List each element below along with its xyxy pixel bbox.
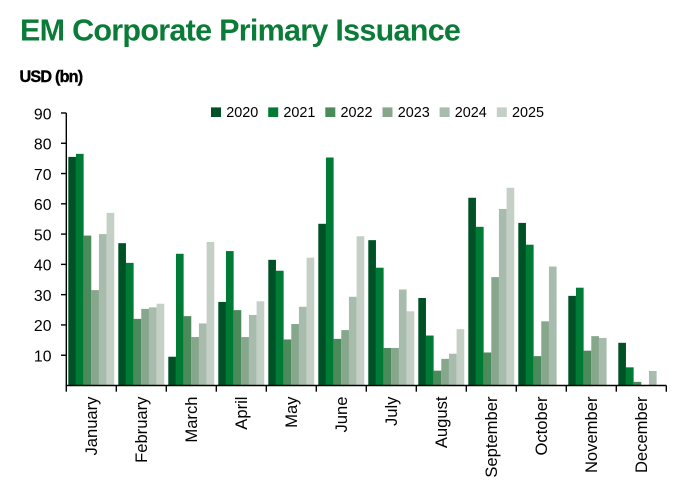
svg-text:December: December [632, 396, 651, 473]
svg-text:June: June [332, 397, 351, 433]
svg-text:September: September [482, 396, 501, 478]
svg-text:July: July [382, 396, 401, 426]
svg-text:October: October [532, 396, 551, 456]
svg-text:40: 40 [34, 258, 52, 275]
svg-text:January: January [82, 396, 101, 456]
svg-text:2023: 2023 [398, 105, 430, 121]
svg-text:50: 50 [34, 227, 52, 244]
svg-text:2022: 2022 [341, 105, 373, 121]
svg-text:20: 20 [34, 318, 52, 335]
svg-text:90: 90 [34, 106, 52, 123]
svg-text:EM Corporate Primary Issuance: EM Corporate Primary Issuance [20, 13, 460, 47]
svg-text:70: 70 [34, 167, 52, 184]
svg-text:80: 80 [34, 137, 52, 154]
svg-text:April: April [232, 397, 251, 430]
svg-text:60: 60 [34, 197, 52, 214]
svg-text:November: November [582, 396, 601, 473]
svg-text:March: March [182, 397, 201, 443]
svg-text:2020: 2020 [226, 105, 258, 121]
svg-text:August: August [432, 396, 451, 448]
svg-text:2021: 2021 [283, 105, 315, 121]
svg-text:2025: 2025 [512, 105, 544, 121]
svg-text:30: 30 [34, 288, 52, 305]
svg-text:10: 10 [34, 349, 52, 366]
svg-text:May: May [282, 396, 301, 428]
svg-text:February: February [132, 396, 151, 463]
svg-text:USD (bn): USD (bn) [20, 68, 83, 86]
svg-text:2024: 2024 [455, 105, 487, 121]
